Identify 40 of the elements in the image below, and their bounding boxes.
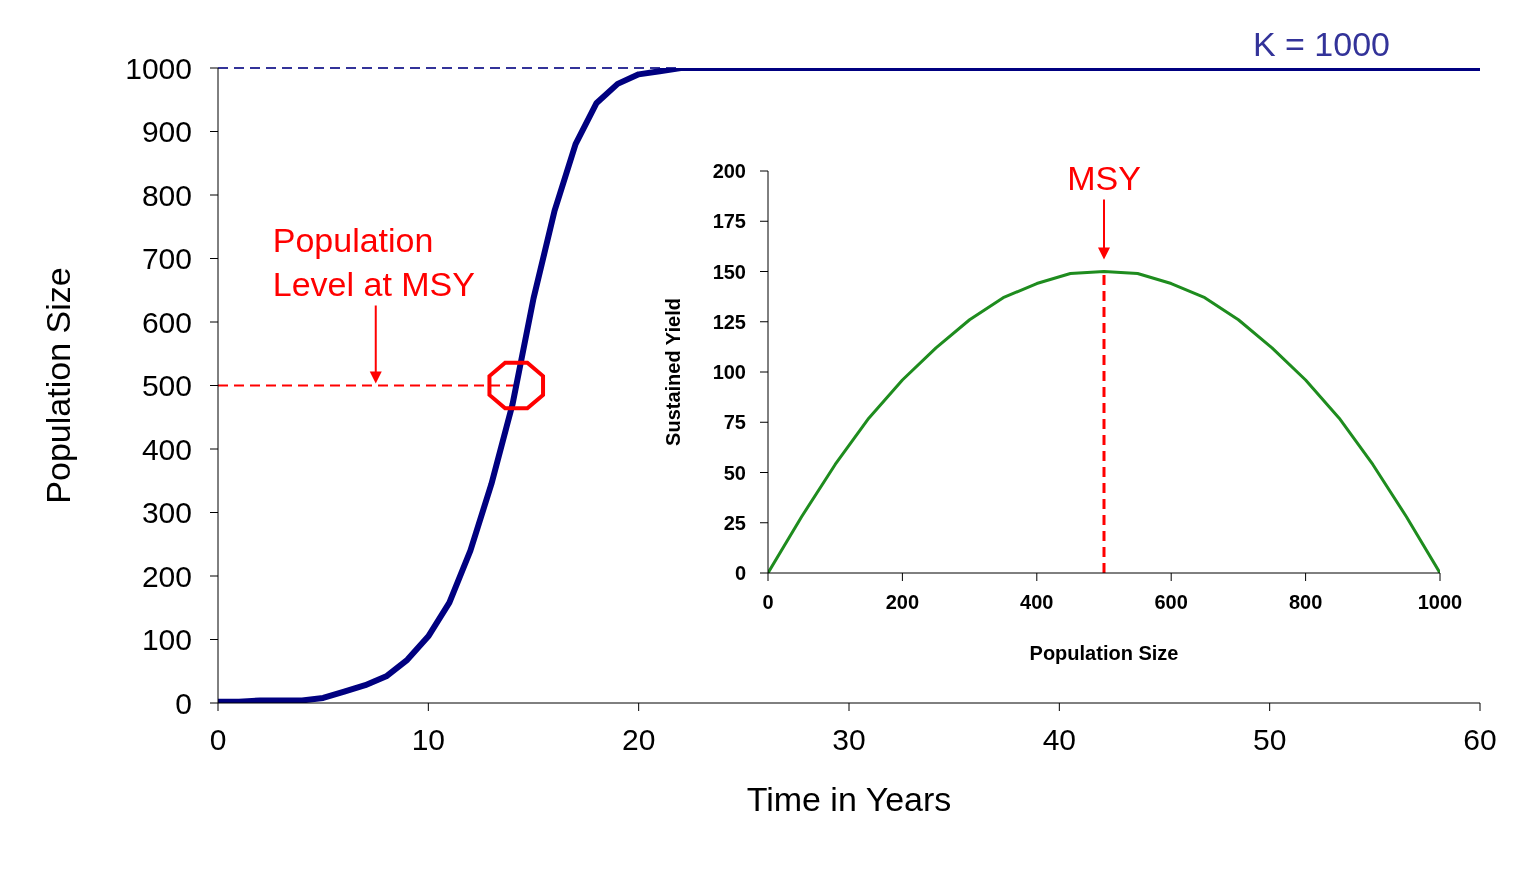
x-tick-label: 400 [1020,591,1054,614]
y-tick-label: 600 [141,305,192,339]
y-tick-label: 900 [141,115,192,149]
y-tick-label: 1000 [125,51,192,85]
x-tick-label: 0 [762,591,774,614]
y-axis-title: Population Size [39,267,78,504]
y-tick-label: 100 [712,361,746,384]
y-tick-label: 175 [712,210,746,233]
x-tick-label: 0 [209,723,227,757]
y-tick-label: 75 [723,411,746,434]
y-tick-label: 400 [141,432,192,466]
annotation: MSY [1067,158,1141,197]
y-tick-label: 500 [141,369,192,403]
y-tick-label: 200 [141,559,192,593]
x-tick-label: 40 [1042,723,1077,757]
x-tick-label: 60 [1463,723,1497,757]
x-tick-label: 600 [1154,591,1188,614]
y-tick-label: 50 [723,461,746,484]
y-tick-label: 700 [141,242,192,276]
y-tick-label: 200 [712,160,746,183]
y-tick-label: 800 [141,178,192,212]
y-tick-label: 150 [712,260,746,283]
annotation: Population Level at MSY [272,220,475,303]
x-tick-label: 800 [1288,591,1323,614]
x-tick-label: 1000 [1417,591,1463,614]
y-tick-label: 0 [175,686,192,720]
y-tick-label: 300 [141,496,192,530]
y-tick-label: 25 [723,511,746,534]
ref-line-label: K = 1000 [1252,25,1390,63]
y-axis-title: Sustained Yield [662,298,685,446]
x-tick-label: 30 [832,723,866,757]
x-tick-label: 20 [621,723,656,757]
x-axis-title: Time in Years [746,780,952,818]
x-tick-label: 50 [1252,723,1287,757]
y-tick-label: 0 [734,562,746,585]
y-tick-label: 125 [712,310,746,333]
y-tick-label: 100 [141,623,192,657]
x-axis-title: Population Size [1029,642,1179,664]
x-tick-label: 10 [411,723,446,757]
x-tick-label: 200 [885,591,920,614]
